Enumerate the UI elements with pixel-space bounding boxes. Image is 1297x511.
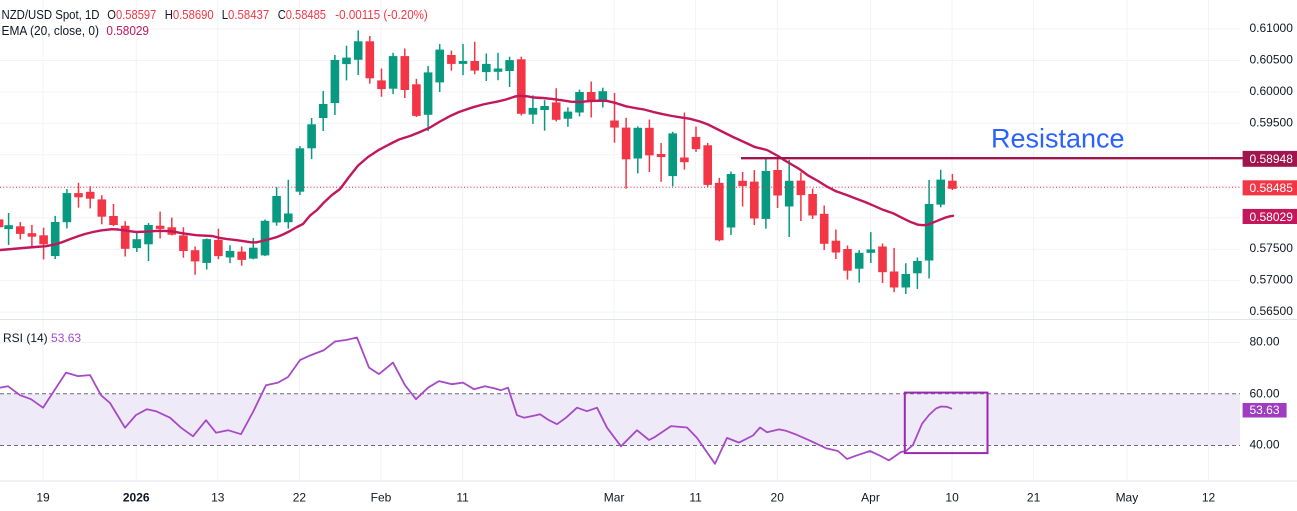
svg-text:Resistance: Resistance	[991, 123, 1125, 153]
svg-text:Mar: Mar	[604, 491, 625, 505]
svg-text:0.61000: 0.61000	[1250, 21, 1294, 35]
svg-text:53.63: 53.63	[1250, 403, 1280, 417]
svg-text:L0.58437: L0.58437	[222, 8, 270, 22]
svg-text:H0.58690: H0.58690	[165, 8, 214, 22]
svg-text:13: 13	[211, 491, 225, 505]
svg-text:0.60500: 0.60500	[1250, 52, 1294, 66]
svg-text:EMA (20, close, 0): EMA (20, close, 0)	[2, 24, 100, 38]
svg-text:0.57500: 0.57500	[1250, 241, 1294, 255]
svg-text:0.57000: 0.57000	[1250, 273, 1294, 287]
svg-text:0.58029: 0.58029	[106, 24, 149, 38]
svg-text:10: 10	[945, 491, 959, 505]
svg-text:0.58948: 0.58948	[1250, 152, 1294, 166]
svg-text:NZD/USD Spot, 1D: NZD/USD Spot, 1D	[2, 8, 100, 22]
svg-text:Feb: Feb	[371, 491, 392, 505]
svg-text:0.56500: 0.56500	[1250, 304, 1294, 318]
svg-text:60.00: 60.00	[1250, 386, 1280, 400]
svg-text:RSI (14) 53.63: RSI (14) 53.63	[3, 331, 81, 345]
svg-text:11: 11	[456, 491, 469, 505]
svg-text:0.58029: 0.58029	[1250, 210, 1294, 224]
svg-text:O0.58597: O0.58597	[107, 8, 156, 22]
svg-text:-0.00115 (-0.20%): -0.00115 (-0.20%)	[335, 8, 428, 22]
svg-text:12: 12	[1202, 491, 1216, 505]
svg-text:May: May	[1116, 491, 1139, 505]
svg-text:0.58485: 0.58485	[1250, 181, 1294, 195]
svg-text:80.00: 80.00	[1250, 334, 1280, 348]
svg-text:C0.58485: C0.58485	[278, 8, 326, 22]
svg-text:2026: 2026	[123, 491, 150, 505]
svg-text:20: 20	[771, 491, 785, 505]
svg-text:19: 19	[36, 491, 50, 505]
svg-text:40.00: 40.00	[1250, 437, 1280, 451]
svg-text:11: 11	[689, 491, 702, 505]
svg-text:0.59500: 0.59500	[1250, 115, 1294, 129]
svg-text:Apr: Apr	[861, 491, 880, 505]
svg-text:0.60000: 0.60000	[1250, 84, 1294, 98]
svg-text:21: 21	[1027, 491, 1041, 505]
svg-text:22: 22	[293, 491, 307, 505]
